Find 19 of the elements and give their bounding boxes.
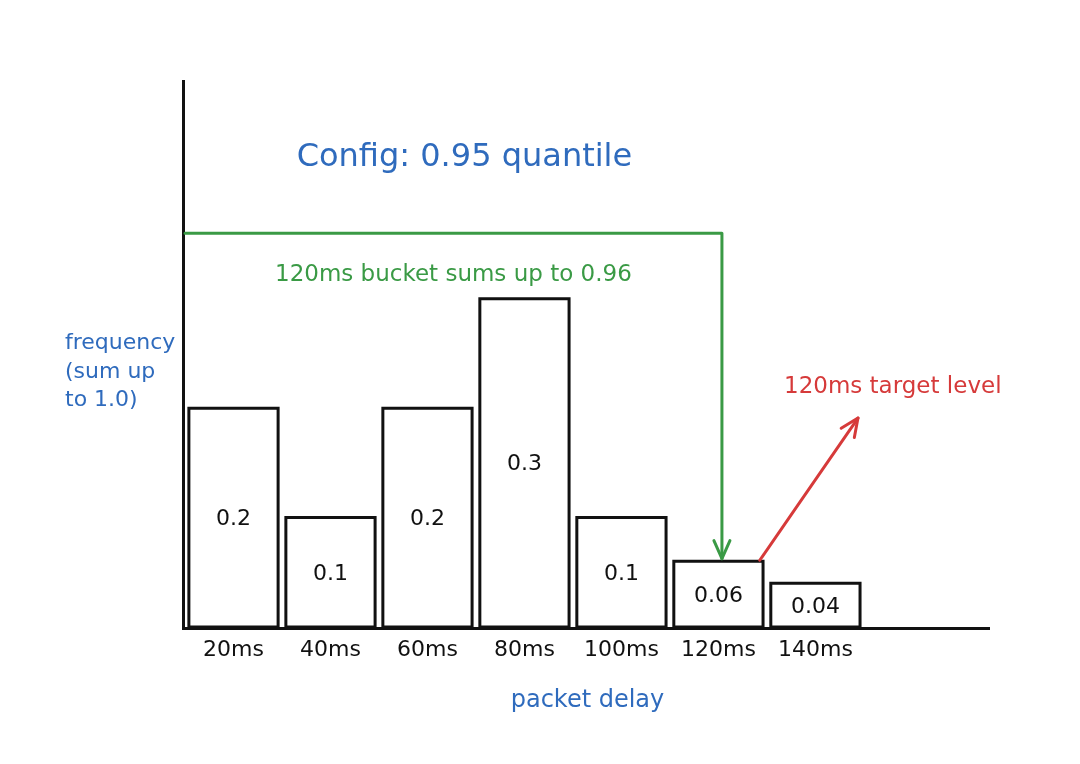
data-label: 0.2 <box>409 505 445 531</box>
x-axis-title: packet delay <box>510 684 665 713</box>
data-label: 0.2 <box>215 505 251 531</box>
x-tick-label: 120ms <box>680 636 756 662</box>
data-label: 0.3 <box>506 450 542 476</box>
text: Config: 0.95 quantile <box>296 136 633 175</box>
data-label: 0.1 <box>603 559 639 585</box>
x-tick-label: 140ms <box>777 636 853 662</box>
y-axis-title: frequency (sum up to 1.0) <box>65 329 176 412</box>
x-tick-label: 40ms <box>300 636 361 662</box>
x-tick-label: 100ms <box>584 636 659 662</box>
x-tick-label: 80ms <box>494 636 555 662</box>
data-label: 0.04 <box>790 592 840 618</box>
x-tick-label: 60ms <box>397 636 458 662</box>
data-label: 0.1 <box>312 559 348 585</box>
data-label: 0.06 <box>693 581 743 607</box>
x-tick-label: 20ms <box>203 636 264 662</box>
annotation: 120ms target level <box>784 372 1002 398</box>
annotation: 120ms bucket sums up to 0.96 <box>275 260 632 286</box>
